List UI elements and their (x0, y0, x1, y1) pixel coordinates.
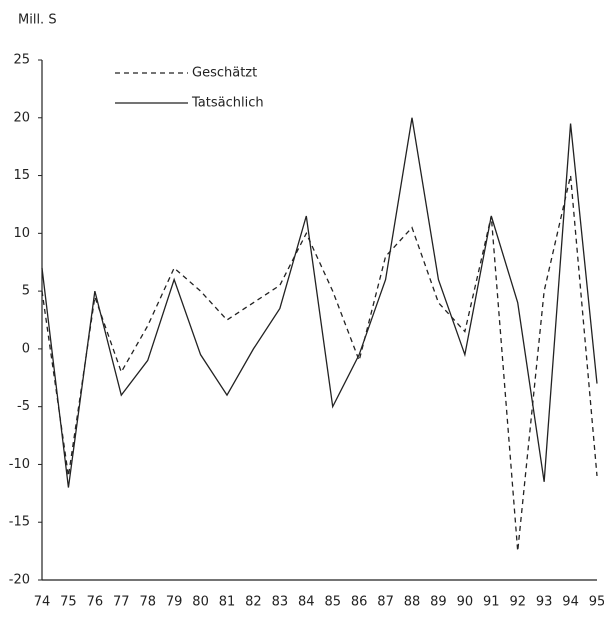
x-tick-label: 89 (430, 595, 447, 610)
x-tick-label: 78 (139, 595, 156, 610)
y-tick-label: 25 (13, 53, 30, 68)
x-tick-label: 77 (113, 595, 130, 610)
y-tick-label: -10 (9, 457, 30, 472)
x-tick-label: 75 (60, 595, 77, 610)
x-tick-label: 74 (34, 595, 51, 610)
y-tick-label: 10 (13, 226, 30, 241)
x-tick-label: 79 (166, 595, 183, 610)
legend-label: Tatsächlich (191, 96, 264, 111)
x-tick-label: 88 (404, 595, 421, 610)
y-axis-label: Mill. S (18, 13, 57, 28)
x-tick-label: 85 (324, 595, 341, 610)
series-line (41, 117, 598, 488)
legend-label: Geschätzt (192, 66, 257, 81)
x-tick-label: 92 (509, 595, 526, 610)
x-tick-label: 80 (192, 595, 209, 610)
x-tick-label: 95 (589, 595, 604, 610)
y-tick-label: 15 (13, 168, 30, 183)
y-tick-label: 20 (13, 110, 30, 125)
y-tick-label: -5 (17, 399, 30, 414)
x-tick-label: 81 (219, 595, 236, 610)
x-tick-label: 93 (536, 595, 553, 610)
x-tick-label: 91 (483, 595, 500, 610)
x-tick-label: 94 (562, 595, 579, 610)
x-tick-label: 83 (272, 595, 289, 610)
x-tick-label: 84 (298, 595, 315, 610)
y-tick-label: -15 (9, 515, 30, 530)
y-tick-label: -20 (9, 573, 30, 588)
x-tick-label: 86 (351, 595, 368, 610)
y-tick-label: 5 (22, 284, 30, 299)
x-tick-label: 87 (377, 595, 394, 610)
y-tick-label: 0 (22, 341, 30, 356)
x-tick-label: 76 (87, 595, 104, 610)
series-line (41, 175, 598, 552)
x-tick-label: 82 (245, 595, 262, 610)
x-tick-label: 90 (457, 595, 474, 610)
